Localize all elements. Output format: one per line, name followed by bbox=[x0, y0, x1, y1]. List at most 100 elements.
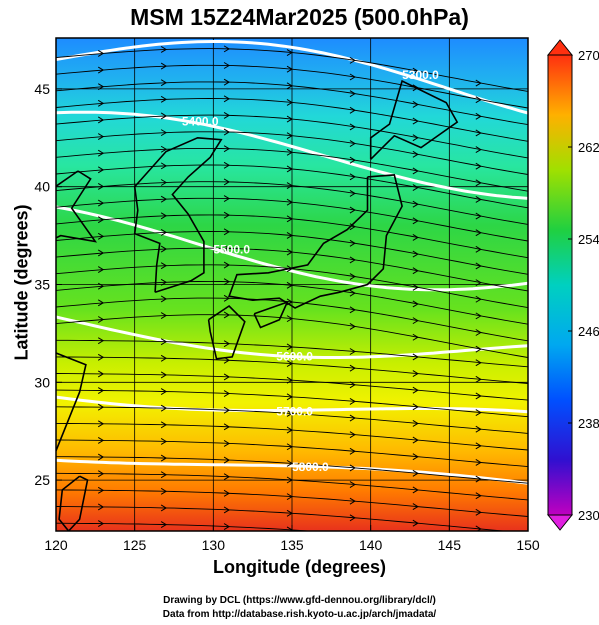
wind-arrowhead bbox=[160, 371, 168, 379]
wind-arrowhead bbox=[475, 508, 482, 516]
wind-arrowhead bbox=[349, 56, 356, 64]
coastline bbox=[207, 304, 246, 360]
wind-arrowhead bbox=[97, 503, 105, 511]
wind-arrowhead bbox=[223, 294, 231, 302]
wind-arrowhead bbox=[286, 232, 293, 239]
wind-arrowhead bbox=[160, 404, 168, 412]
wind-arrowhead bbox=[97, 316, 105, 323]
wind-arrowhead bbox=[160, 438, 168, 445]
grid-lines bbox=[56, 38, 528, 531]
wind-arrowhead bbox=[97, 166, 105, 174]
wind-arrowhead bbox=[412, 519, 419, 527]
height-contour-line bbox=[56, 40, 528, 115]
colorbar-body bbox=[547, 54, 573, 516]
wind-arrowhead bbox=[412, 469, 419, 477]
wind-streamlines bbox=[56, 45, 528, 531]
wind-arrowhead bbox=[349, 140, 356, 147]
wind-arrowhead bbox=[412, 436, 419, 444]
wind-arrowhead bbox=[160, 421, 168, 429]
wind-arrowhead bbox=[223, 340, 231, 348]
wind-arrowhead bbox=[349, 206, 356, 214]
wind-arrowhead bbox=[97, 387, 105, 394]
wind-arrowhead bbox=[97, 266, 105, 274]
wind-arrowhead bbox=[223, 95, 231, 103]
credit-drawing: Drawing by DCL (https://www.gfd-dennou.o… bbox=[163, 595, 436, 606]
wind-arrowhead bbox=[286, 115, 293, 123]
wind-arrowhead bbox=[349, 273, 356, 280]
wind-arrowhead bbox=[160, 228, 168, 236]
colorbar-ticks: 270 262 254 246 238 230 bbox=[568, 48, 599, 523]
wind-arrowhead bbox=[412, 386, 419, 394]
wind-arrowhead bbox=[223, 195, 231, 202]
wind-arrowhead bbox=[97, 116, 105, 124]
x-tick-label: 125 bbox=[123, 537, 147, 553]
wind-arrowhead bbox=[412, 84, 419, 92]
wind-arrowhead bbox=[97, 453, 105, 461]
wind-arrowhead bbox=[475, 212, 482, 220]
wind-arrowhead bbox=[349, 431, 356, 439]
wind-arrowhead bbox=[475, 425, 482, 433]
wind-arrowhead bbox=[160, 62, 168, 70]
wind-arrowhead bbox=[286, 281, 293, 289]
wind-arrowhead bbox=[286, 82, 293, 90]
wind-arrowhead bbox=[412, 403, 419, 411]
wind-arrowhead bbox=[475, 392, 482, 400]
wind-arrowhead bbox=[349, 156, 356, 164]
wind-arrowhead bbox=[160, 212, 168, 220]
wind-arrowhead bbox=[349, 73, 356, 81]
wind-arrowhead bbox=[286, 315, 293, 323]
wind-arrowhead bbox=[286, 248, 293, 256]
wind-arrowhead bbox=[97, 216, 105, 224]
credit-data: Data from http://database.rish.kyoto-u.a… bbox=[162, 609, 437, 620]
wind-arrowhead bbox=[475, 162, 482, 170]
wind-arrowhead bbox=[286, 376, 293, 384]
wind-arrowhead bbox=[412, 486, 419, 494]
wind-arrowhead bbox=[475, 245, 482, 253]
wind-arrowhead bbox=[475, 492, 482, 500]
wind-arrowhead bbox=[412, 300, 419, 308]
wind-arrowhead bbox=[475, 312, 482, 320]
wind-arrowhead bbox=[160, 521, 168, 529]
wind-arrowhead bbox=[223, 145, 231, 153]
wind-arrowhead bbox=[223, 45, 231, 53]
wind-arrowhead bbox=[412, 420, 419, 427]
wind-arrowhead bbox=[223, 456, 231, 464]
x-tick-label: 140 bbox=[359, 537, 383, 553]
wind-arrowhead bbox=[475, 459, 482, 466]
wind-arrowhead bbox=[223, 78, 231, 86]
wind-arrowhead bbox=[286, 182, 293, 190]
wind-arrowhead bbox=[349, 256, 356, 264]
wind-arrowhead bbox=[475, 129, 482, 137]
wind-arrowhead bbox=[223, 406, 231, 414]
wind-arrowhead bbox=[412, 217, 419, 225]
wind-arrowhead bbox=[412, 283, 419, 291]
wind-arrowhead bbox=[349, 323, 356, 330]
wind-arrowhead bbox=[286, 65, 293, 73]
wind-arrowhead bbox=[97, 282, 105, 290]
wind-arrowhead bbox=[475, 262, 482, 270]
wind-arrowhead bbox=[223, 311, 231, 319]
wind-arrowhead bbox=[475, 112, 482, 120]
wind-arrowhead bbox=[475, 96, 482, 104]
wind-arrowhead bbox=[286, 132, 293, 140]
wind-arrowhead bbox=[160, 338, 168, 346]
wind-arrowhead bbox=[223, 473, 231, 481]
wind-arrowhead bbox=[286, 265, 293, 273]
wind-arrowhead bbox=[286, 49, 293, 56]
wind-arrowhead bbox=[160, 312, 168, 319]
map-title: MSM 15Z24Mar2025 (500.0hPa) bbox=[130, 4, 469, 30]
wind-arrowhead bbox=[97, 133, 105, 141]
wind-arrowhead bbox=[286, 509, 293, 517]
wind-arrowhead bbox=[160, 46, 168, 53]
contour-label: 5500.0 bbox=[213, 243, 250, 257]
wind-arrowhead bbox=[286, 476, 293, 484]
coastline bbox=[56, 352, 87, 452]
coastline bbox=[133, 136, 223, 294]
wind-arrowhead bbox=[160, 129, 168, 137]
wind-arrowhead bbox=[160, 295, 168, 303]
coastline bbox=[228, 174, 403, 309]
colorbar-tick-label: 270 bbox=[578, 48, 599, 63]
wind-arrowhead bbox=[160, 79, 168, 87]
wind-arrowhead bbox=[223, 440, 231, 447]
contour-label: 5400.0 bbox=[182, 114, 219, 128]
